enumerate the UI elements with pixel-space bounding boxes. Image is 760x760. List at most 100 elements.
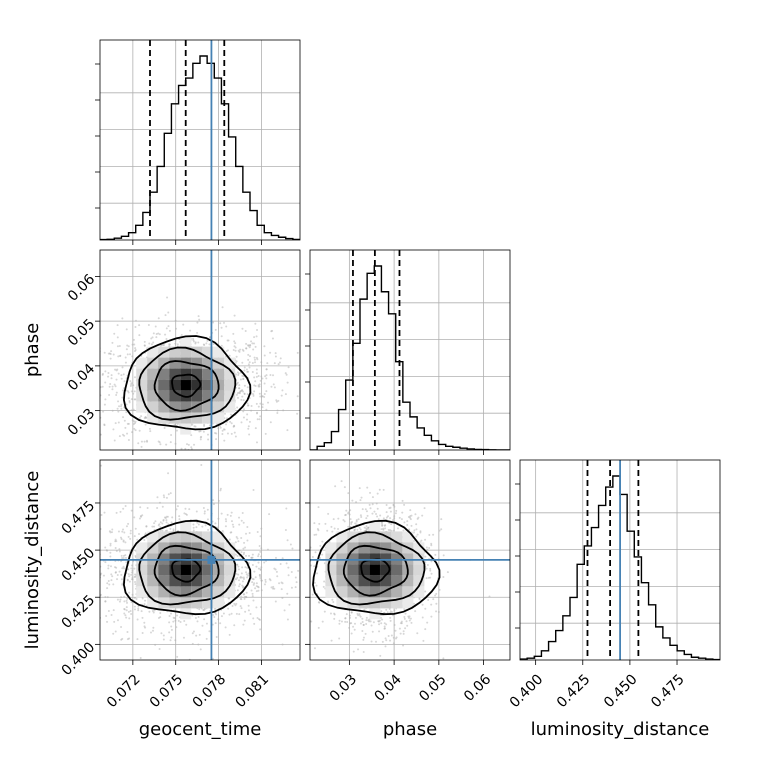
sample-point: [344, 620, 347, 623]
sample-point: [291, 547, 294, 550]
sample-point: [393, 517, 396, 520]
sample-point: [238, 585, 241, 588]
sample-point: [327, 600, 330, 603]
sample-point: [146, 506, 149, 509]
sample-point: [368, 503, 371, 506]
sample-point: [217, 618, 220, 621]
sample-point: [243, 595, 246, 598]
sample-point: [202, 430, 205, 433]
sample-point: [121, 366, 124, 369]
sample-point: [114, 566, 117, 569]
sample-point: [228, 538, 231, 541]
sample-point: [136, 538, 139, 541]
sample-point: [103, 423, 106, 426]
sample-point: [116, 407, 119, 410]
sample-point: [199, 438, 202, 441]
density-cell: [169, 597, 181, 609]
sample-point: [189, 329, 192, 332]
density-cell: [147, 553, 159, 565]
sample-point: [243, 393, 246, 396]
sample-point: [134, 347, 137, 350]
sample-point: [163, 496, 166, 499]
sample-point: [259, 379, 262, 382]
sample-point: [219, 426, 222, 429]
sample-point: [238, 392, 241, 395]
sample-point: [236, 392, 239, 395]
sample-point: [245, 573, 248, 576]
sample-point: [131, 355, 134, 358]
density-cell: [191, 553, 203, 565]
sample-point: [419, 530, 422, 533]
sample-point: [122, 554, 125, 557]
sample-point: [109, 555, 112, 558]
sample-point: [324, 522, 327, 525]
sample-point: [162, 494, 165, 497]
sample-point: [246, 526, 249, 529]
sample-point: [382, 488, 385, 491]
sample-point: [243, 384, 246, 387]
sample-point: [131, 569, 134, 572]
sample-point: [128, 575, 131, 578]
sample-point: [287, 566, 290, 569]
sample-point: [234, 361, 237, 364]
sample-point: [130, 463, 132, 465]
sample-point: [133, 376, 136, 379]
density-cell: [147, 575, 159, 587]
sample-point: [194, 341, 197, 344]
sample-point: [138, 334, 141, 337]
sample-point: [162, 344, 165, 347]
sample-point: [359, 514, 362, 517]
sample-point: [127, 573, 130, 576]
histogram-phase: [310, 265, 510, 450]
sample-point: [118, 344, 121, 347]
sample-point: [302, 567, 304, 569]
sample-point: [219, 322, 222, 325]
sample-point: [168, 455, 170, 457]
sample-point: [403, 615, 406, 618]
sample-point: [128, 401, 131, 404]
sample-point: [83, 392, 85, 394]
sample-point: [83, 391, 85, 393]
sample-point: [125, 606, 128, 609]
density-cell: [191, 564, 203, 576]
sample-point: [195, 510, 198, 513]
sample-point: [251, 595, 254, 598]
sample-point: [260, 527, 263, 530]
sample-point: [244, 329, 247, 332]
sample-point: [255, 590, 258, 593]
sample-point: [421, 514, 424, 517]
sample-point: [264, 580, 267, 583]
sample-point: [166, 515, 169, 518]
sample-point: [96, 345, 98, 347]
sample-point: [121, 637, 124, 640]
sample-point: [149, 430, 152, 433]
sample-point: [137, 442, 140, 445]
sample-point: [71, 416, 73, 418]
sample-point: [313, 522, 316, 525]
sample-point: [191, 642, 194, 645]
sample-point: [116, 619, 119, 622]
sample-point: [167, 311, 170, 314]
sample-point: [234, 541, 237, 544]
sample-point: [264, 375, 267, 378]
sample-point: [395, 509, 398, 512]
sample-point: [316, 572, 319, 575]
sample-point: [170, 628, 173, 631]
sample-point: [223, 439, 226, 442]
sample-point: [175, 508, 178, 511]
sample-point: [357, 648, 360, 651]
sample-point: [316, 527, 319, 530]
sample-point: [201, 624, 204, 627]
sample-point: [414, 513, 417, 516]
sample-point: [199, 436, 202, 439]
sample-point: [129, 532, 132, 535]
sample-point: [243, 551, 246, 554]
sample-point: [253, 390, 256, 393]
sample-point: [345, 509, 348, 512]
sample-point: [190, 446, 193, 449]
sample-point: [358, 487, 361, 490]
panel-frame: [99, 459, 301, 661]
sample-point: [139, 656, 142, 659]
sample-point: [263, 583, 266, 586]
sample-point: [137, 607, 140, 610]
